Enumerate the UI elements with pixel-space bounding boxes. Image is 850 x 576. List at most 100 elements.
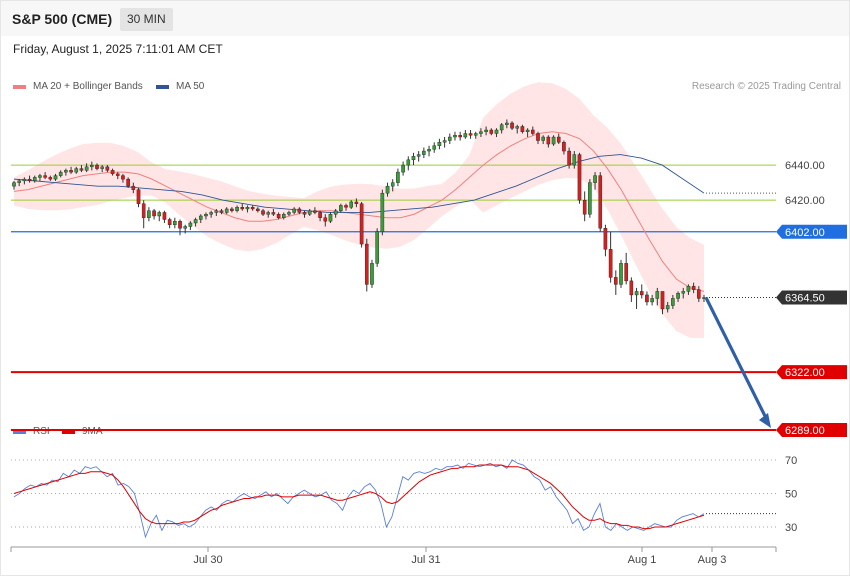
candle-body: [22, 178, 27, 182]
candle-body: [100, 166, 104, 169]
x-axis-label: Jul 31: [411, 554, 440, 566]
forecast-arrow-head: [759, 413, 771, 429]
candle-body: [147, 210, 151, 218]
candle-body: [494, 129, 499, 134]
candle-body: [328, 214, 333, 222]
candle-body: [686, 285, 691, 292]
candle-body: [271, 212, 276, 215]
candle-body: [634, 291, 639, 296]
candle-body: [416, 154, 421, 157]
candle-body: [598, 175, 603, 229]
candle-body: [619, 263, 623, 285]
candle-body: [577, 154, 582, 201]
candle-body: [530, 129, 535, 134]
instrument-title: S&P 500 (CME): [12, 11, 113, 27]
candle-body: [224, 208, 229, 213]
candle-body: [484, 129, 488, 132]
candle-body: [556, 136, 561, 143]
candle-body: [681, 291, 686, 294]
candle-body: [339, 205, 343, 211]
candle-body: [676, 292, 680, 299]
rsi-swatch: [13, 429, 26, 434]
candle-body: [572, 154, 577, 166]
research-credit: Research © 2025 Trading Central: [691, 81, 841, 92]
candle-body: [38, 175, 42, 178]
candle-body: [162, 212, 167, 220]
candle-body: [204, 214, 208, 217]
price-level-tag: [776, 423, 847, 438]
candle-body: [422, 150, 426, 155]
candle-body: [349, 201, 354, 208]
candle-body: [639, 291, 644, 296]
candle-body: [90, 164, 94, 168]
price-level-tag-label: 6289.00: [785, 425, 825, 437]
candle-body: [245, 206, 250, 210]
candle-body: [665, 305, 670, 310]
candle-body: [95, 164, 99, 169]
x-axis-label: Jul 30: [193, 554, 222, 566]
candle-body: [281, 214, 286, 218]
legend-ma50: MA 50: [156, 81, 204, 92]
ma9-swatch: [62, 429, 75, 434]
legend-9ma: 9MA: [62, 426, 103, 437]
candle-body: [64, 170, 68, 173]
candle-body: [473, 133, 478, 136]
candle-body: [660, 291, 665, 310]
candle-body: [437, 142, 442, 146]
candle-body: [375, 231, 379, 264]
candle-body: [463, 133, 468, 138]
ma20-legend-label: MA 20 + Bollinger Bands: [33, 81, 143, 92]
rsi-tick-label: 30: [785, 522, 797, 534]
price-level-tag-label: 6322.00: [785, 367, 825, 379]
ma9-legend-label: 9MA: [82, 426, 103, 437]
bollinger-band-area: [14, 82, 704, 338]
candle-body: [178, 221, 182, 229]
candle-body: [520, 126, 525, 132]
candle-body: [608, 249, 613, 278]
candle-body: [214, 210, 219, 213]
candle-body: [354, 201, 359, 204]
candle-body: [458, 135, 462, 138]
candle-body: [32, 177, 37, 182]
candle-body: [74, 168, 79, 173]
rsi-legend-label: RSI: [33, 426, 50, 437]
price-level-tag-label: 6402.00: [785, 227, 825, 239]
candle-body: [442, 140, 447, 143]
candle-body: [276, 214, 281, 218]
candle-body: [240, 206, 245, 210]
chart-header: S&P 500 (CME) 30 MIN: [1, 1, 849, 36]
candle-body: [364, 243, 369, 285]
candle-body: [152, 210, 156, 217]
candle-body: [183, 226, 188, 229]
legend-ma20: MA 20 + Bollinger Bands: [13, 81, 143, 92]
candle-body: [27, 178, 32, 182]
candle-body: [479, 131, 483, 134]
interval-badge[interactable]: 30 MIN: [120, 8, 173, 31]
candle-body: [43, 175, 47, 178]
candle-body: [69, 170, 73, 173]
candle-body: [359, 203, 364, 245]
candle-body: [614, 277, 618, 285]
ma20-line: [13, 131, 705, 292]
candle-body: [287, 212, 291, 215]
candle-body: [131, 185, 136, 190]
legend-rsi: RSI: [13, 426, 50, 437]
candle-body: [432, 145, 437, 150]
candle-body: [79, 168, 84, 171]
candle-body: [12, 182, 16, 187]
candle-body: [323, 217, 328, 222]
candle-body: [380, 192, 385, 232]
candle-body: [121, 175, 125, 180]
candle-body: [230, 208, 234, 211]
candle-body: [110, 170, 115, 175]
candle-body: [567, 150, 571, 166]
candle-body: [48, 177, 53, 180]
candle-body: [468, 133, 473, 136]
candle-body: [370, 263, 374, 285]
candle-body: [650, 298, 654, 303]
candle-body: [453, 135, 457, 138]
ma50-legend-label: MA 50: [176, 81, 205, 92]
candle-body: [105, 166, 110, 171]
chart-datetime: Friday, August 1, 2025 7:11:01 AM CET: [13, 42, 223, 56]
